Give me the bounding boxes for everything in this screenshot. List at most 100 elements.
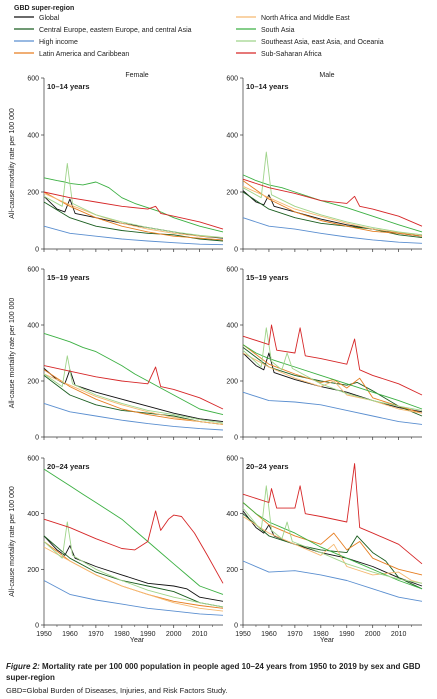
series-line xyxy=(242,513,423,590)
x-tick-label: 2000 xyxy=(166,631,182,638)
series-line xyxy=(242,191,423,239)
series-line xyxy=(43,332,224,416)
legend-entry: North Africa and Middle East xyxy=(261,15,350,22)
x-tick-label: 1950 xyxy=(235,631,251,638)
legend-entry: Global xyxy=(39,15,60,22)
y-tick-label: 200 xyxy=(226,379,238,386)
legend-entry: Latin America and Caribbean xyxy=(39,51,129,58)
legend-title: GBD super-region xyxy=(14,5,74,12)
y-tick-label: 600 xyxy=(226,456,238,463)
y-tick-label: 0 xyxy=(35,623,39,630)
series-line xyxy=(242,560,423,602)
y-tick-label: 200 xyxy=(226,190,238,197)
y-tick-label: 0 xyxy=(35,435,39,442)
series-line xyxy=(43,163,224,239)
y-tick-label: 400 xyxy=(27,323,39,330)
series-line xyxy=(242,178,423,227)
x-tick-label: 2000 xyxy=(365,631,381,638)
y-tick-label: 0 xyxy=(234,435,238,442)
y-tick-label: 600 xyxy=(27,456,39,463)
x-tick-label: 1980 xyxy=(114,631,130,638)
series-line xyxy=(43,191,224,230)
panel-row-label: 15–19 years xyxy=(47,273,90,282)
y-tick-label: 400 xyxy=(226,133,238,140)
series-line xyxy=(43,225,224,246)
panel-row-label: 20–24 years xyxy=(47,462,90,471)
legend-entry: High income xyxy=(39,39,78,46)
series-line xyxy=(242,344,423,410)
y-tick-label: 600 xyxy=(226,267,238,274)
caption-label: Figure 2: xyxy=(6,662,40,671)
series-line xyxy=(43,521,224,608)
series-line xyxy=(43,365,224,410)
caption-text: Mortality rate per 100 000 population in… xyxy=(6,662,421,682)
x-tick-label: 1950 xyxy=(36,631,52,638)
x-axis-title: Year xyxy=(130,637,145,644)
y-tick-label: 400 xyxy=(226,511,238,518)
x-tick-label: 1990 xyxy=(339,631,355,638)
series-line xyxy=(43,375,224,425)
series-line xyxy=(43,580,224,616)
legend-entry: South Asia xyxy=(261,27,295,34)
series-line xyxy=(43,373,224,425)
figure-caption: Figure 2: Mortality rate per 100 000 pop… xyxy=(6,662,431,683)
x-tick-label: 1960 xyxy=(62,631,78,638)
panel-row-label: 10–14 years xyxy=(47,82,90,91)
series-line xyxy=(43,535,224,602)
series-line xyxy=(43,510,224,584)
x-tick-label: 1960 xyxy=(261,631,277,638)
panel-row-label: 20–24 years xyxy=(246,462,289,471)
series-line xyxy=(43,355,224,424)
y-tick-label: 600 xyxy=(226,76,238,83)
y-tick-label: 600 xyxy=(27,267,39,274)
x-tick-label: 1990 xyxy=(140,631,156,638)
y-tick-label: 0 xyxy=(234,623,238,630)
x-tick-label: 1980 xyxy=(313,631,329,638)
panel-row-label: 15–19 years xyxy=(246,273,289,282)
y-axis-title: All-cause mortality rate per 100 000 xyxy=(9,298,16,409)
series-line xyxy=(242,217,423,244)
series-line xyxy=(43,368,224,423)
y-tick-label: 400 xyxy=(27,511,39,518)
x-tick-label: 1970 xyxy=(88,631,104,638)
series-line xyxy=(242,485,423,584)
series-line xyxy=(242,151,423,236)
series-line xyxy=(43,535,224,608)
y-tick-label: 0 xyxy=(234,247,238,254)
x-tick-label: 2010 xyxy=(391,631,407,638)
series-line xyxy=(43,468,224,595)
series-line xyxy=(242,463,423,565)
series-line xyxy=(242,502,423,576)
x-tick-label: 1970 xyxy=(287,631,303,638)
x-axis-title: Year xyxy=(320,637,335,644)
series-line xyxy=(242,190,423,237)
series-line xyxy=(43,546,224,612)
series-line xyxy=(242,185,423,236)
y-tick-label: 400 xyxy=(27,133,39,140)
y-tick-label: 200 xyxy=(27,379,39,386)
series-line xyxy=(242,391,423,425)
series-line xyxy=(242,324,423,396)
series-line xyxy=(43,402,224,431)
series-line xyxy=(43,541,224,609)
series-line xyxy=(43,192,224,239)
legend-entry: Sub-Saharan Africa xyxy=(261,51,322,58)
y-tick-label: 400 xyxy=(226,323,238,330)
series-line xyxy=(242,352,423,414)
y-tick-label: 200 xyxy=(27,190,39,197)
series-line xyxy=(43,177,224,233)
series-line xyxy=(43,191,224,241)
legend-entry: Southeast Asia, east Asia, and Oceania xyxy=(261,39,384,46)
y-axis-title: All-cause mortality rate per 100 000 xyxy=(9,108,16,219)
y-tick-label: 0 xyxy=(35,247,39,254)
y-axis-title: All-cause mortality rate per 100 000 xyxy=(9,486,16,597)
y-tick-label: 600 xyxy=(27,76,39,83)
series-line xyxy=(242,347,423,417)
panel-row-label: 10–14 years xyxy=(246,82,289,91)
series-line xyxy=(242,180,423,237)
caption-note: GBD=Global Burden of Diseases, Injuries,… xyxy=(6,686,228,695)
legend-entry: Central Europe, eastern Europe, and cent… xyxy=(39,27,192,34)
y-tick-label: 200 xyxy=(226,567,238,574)
column-header: Male xyxy=(319,72,334,79)
